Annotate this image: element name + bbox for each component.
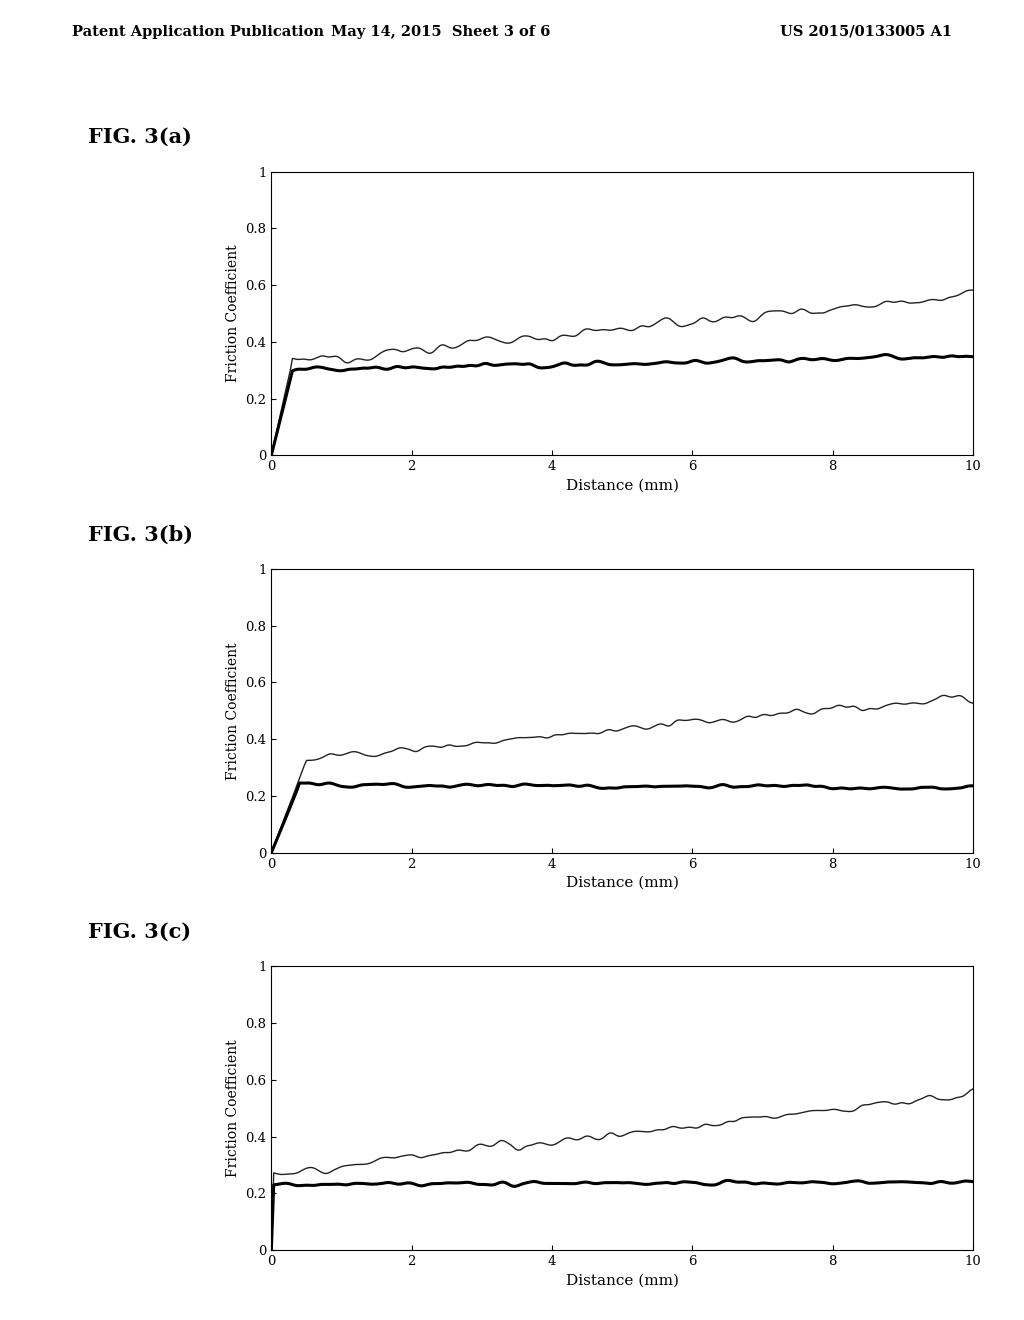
X-axis label: Distance (mm): Distance (mm) [565, 1274, 679, 1287]
Text: Patent Application Publication: Patent Application Publication [72, 25, 324, 40]
X-axis label: Distance (mm): Distance (mm) [565, 876, 679, 890]
X-axis label: Distance (mm): Distance (mm) [565, 479, 679, 492]
Text: FIG. 3(a): FIG. 3(a) [88, 127, 191, 148]
Text: FIG. 3(c): FIG. 3(c) [88, 921, 190, 942]
Y-axis label: Friction Coefficient: Friction Coefficient [226, 1039, 240, 1177]
Text: May 14, 2015  Sheet 3 of 6: May 14, 2015 Sheet 3 of 6 [331, 25, 550, 40]
Y-axis label: Friction Coefficient: Friction Coefficient [226, 642, 240, 780]
Text: US 2015/0133005 A1: US 2015/0133005 A1 [780, 25, 952, 40]
Text: FIG. 3(b): FIG. 3(b) [88, 524, 193, 545]
Y-axis label: Friction Coefficient: Friction Coefficient [226, 244, 240, 383]
